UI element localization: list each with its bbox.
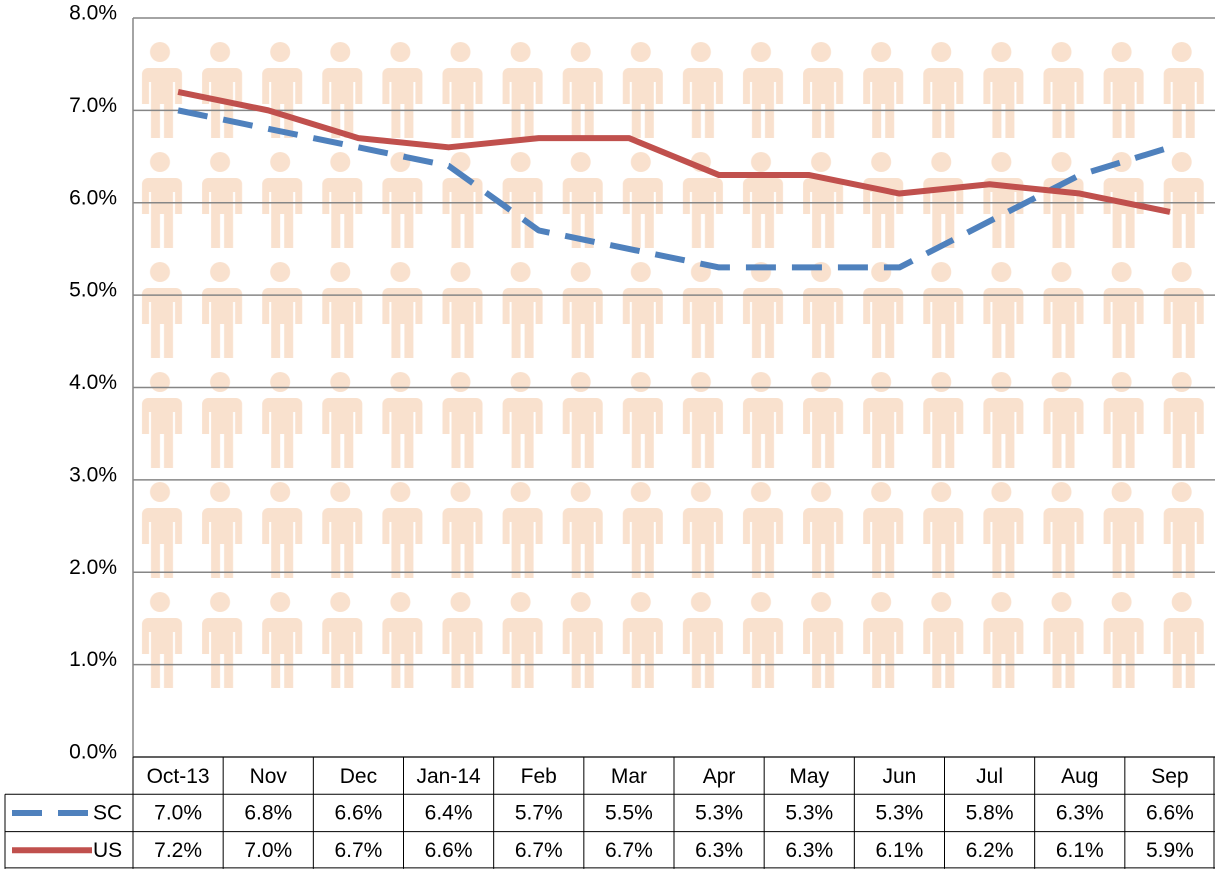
- y-tick-label: 3.0%: [69, 463, 117, 486]
- y-tick-label: 5.0%: [69, 279, 117, 302]
- x-tick-label: Dec: [340, 765, 377, 788]
- data-label: 5.3%: [785, 801, 833, 824]
- data-label: 6.7%: [515, 839, 563, 862]
- data-label: 5.8%: [966, 801, 1014, 824]
- x-tick-label: Aug: [1061, 765, 1098, 788]
- legend-label: US: [93, 839, 122, 862]
- data-label: 5.3%: [875, 801, 923, 824]
- data-label: 6.7%: [334, 839, 382, 862]
- data-label: 6.4%: [425, 801, 473, 824]
- data-label: 6.1%: [875, 839, 923, 862]
- data-label: 6.3%: [785, 839, 833, 862]
- data-label: 5.5%: [605, 801, 653, 824]
- y-tick-label: 8.0%: [69, 2, 117, 25]
- data-label: 6.8%: [244, 801, 292, 824]
- series-line: [177, 88, 1171, 215]
- x-tick-label: May: [789, 765, 829, 788]
- data-label: 7.0%: [244, 839, 292, 862]
- x-tick-label: Jul: [976, 765, 1003, 788]
- data-label: 6.2%: [966, 839, 1014, 862]
- x-tick-label: Oct-13: [147, 765, 210, 788]
- x-tick-label: Mar: [611, 765, 647, 788]
- y-tick-label: 7.0%: [69, 94, 117, 117]
- x-tick-label: Jun: [882, 765, 916, 788]
- y-tick-label: 0.0%: [69, 741, 117, 764]
- data-label: 7.2%: [154, 839, 202, 862]
- series-line: [177, 107, 1171, 271]
- x-tick-label: Nov: [250, 765, 288, 788]
- data-label: 5.7%: [515, 801, 563, 824]
- data-label: 6.6%: [334, 801, 382, 824]
- data-label: 5.9%: [1146, 839, 1194, 862]
- data-label: 6.3%: [695, 839, 743, 862]
- data-label: 7.0%: [154, 801, 202, 824]
- x-tick-label: Sep: [1151, 765, 1188, 788]
- data-label: 6.6%: [425, 839, 473, 862]
- y-tick-label: 2.0%: [69, 556, 117, 579]
- y-tick-label: 1.0%: [69, 648, 117, 671]
- data-label: 6.7%: [605, 839, 653, 862]
- y-tick-label: 4.0%: [69, 371, 117, 394]
- x-tick-label: Apr: [703, 765, 736, 788]
- data-label: 5.3%: [695, 801, 743, 824]
- data-label: 6.1%: [1056, 839, 1104, 862]
- y-tick-label: 6.0%: [69, 186, 117, 209]
- data-label: 6.3%: [1056, 801, 1104, 824]
- x-tick-label: Jan-14: [416, 765, 481, 788]
- data-label: 6.6%: [1146, 801, 1194, 824]
- legend-label: SC: [93, 801, 122, 824]
- x-tick-label: Feb: [521, 765, 557, 788]
- background-icons: [134, 40, 1214, 700]
